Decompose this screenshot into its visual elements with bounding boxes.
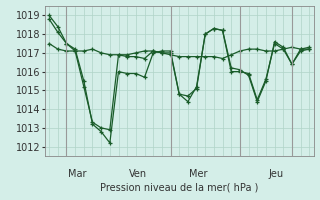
Text: Mar: Mar — [68, 169, 86, 179]
Text: Mer: Mer — [189, 169, 208, 179]
Text: Ven: Ven — [129, 169, 147, 179]
Text: Pression niveau de la mer( hPa ): Pression niveau de la mer( hPa ) — [100, 183, 258, 193]
Text: Jeu: Jeu — [269, 169, 284, 179]
